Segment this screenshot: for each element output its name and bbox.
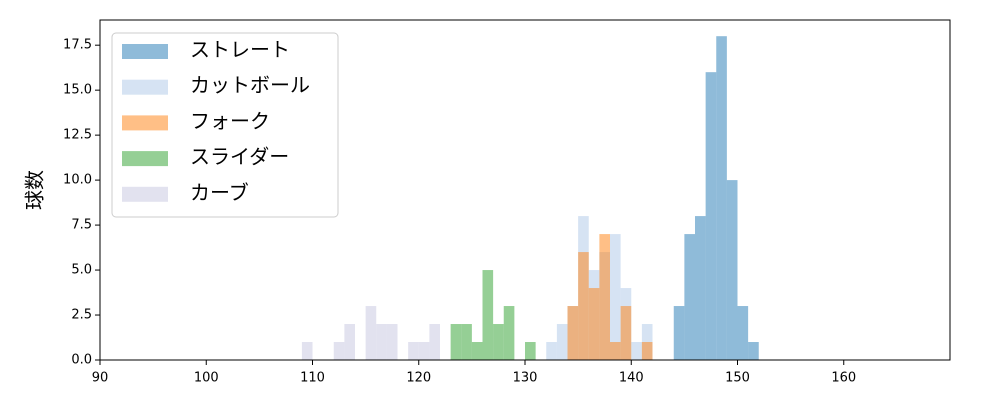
bar <box>408 342 419 360</box>
bar <box>461 324 472 360</box>
bar <box>588 288 600 360</box>
bar <box>684 234 695 360</box>
bar <box>365 306 377 360</box>
legend-label: フォーク <box>190 109 270 133</box>
bar <box>503 306 515 360</box>
bar <box>620 306 632 360</box>
bar <box>556 324 568 360</box>
bar <box>450 324 462 360</box>
legend-label: スライダー <box>190 145 289 169</box>
bar <box>386 324 398 360</box>
legend-label: カットボール <box>190 73 310 97</box>
bar <box>429 324 440 360</box>
legend-box <box>111 32 339 218</box>
x-tick-label: 150 <box>725 371 750 386</box>
x-tick-label: 90 <box>92 371 109 386</box>
y-tick-label: 10.0 <box>63 173 92 188</box>
y-tick-label: 17.5 <box>63 38 92 53</box>
legend-swatch <box>122 44 168 59</box>
legend-label: カーブ <box>190 180 249 204</box>
bar <box>641 342 653 360</box>
bar <box>610 342 621 360</box>
bar <box>610 234 621 360</box>
bar <box>578 252 589 360</box>
bar <box>344 324 355 360</box>
legend-swatch <box>122 115 168 131</box>
x-tick-label: 120 <box>406 371 431 386</box>
legend-label: ストレート <box>190 38 290 62</box>
bar <box>737 306 749 360</box>
bar <box>673 306 685 360</box>
bar <box>716 36 727 360</box>
bar <box>726 180 738 360</box>
legend-swatch <box>122 79 168 95</box>
y-tick-label: 15.0 <box>63 83 92 98</box>
bar <box>301 342 313 360</box>
bar <box>333 342 345 360</box>
y-tick-label: 7.5 <box>71 218 92 233</box>
y-tick-label: 12.5 <box>63 128 92 143</box>
bar <box>567 306 579 360</box>
legend-swatch <box>122 186 168 202</box>
bar <box>631 342 642 360</box>
x-tick-label: 160 <box>831 371 856 386</box>
plot-frame <box>99 19 951 361</box>
bar <box>482 270 494 360</box>
y-tick-label: 2.5 <box>71 308 92 323</box>
bar <box>376 324 387 360</box>
bar <box>705 72 717 360</box>
bar <box>546 342 557 360</box>
x-tick-label: 110 <box>300 371 325 386</box>
bar <box>599 234 610 360</box>
bar <box>493 324 504 360</box>
y-tick-label: 5.0 <box>71 263 92 278</box>
bar <box>695 216 706 360</box>
y-axis-label: 球数 <box>23 170 47 210</box>
legend-swatch <box>122 151 168 167</box>
bar <box>525 342 536 360</box>
bar <box>418 342 430 360</box>
y-tick-label: 0.0 <box>71 353 92 368</box>
bar <box>748 342 759 360</box>
bar <box>471 342 483 360</box>
x-tick-label: 140 <box>619 371 644 386</box>
x-tick-label: 130 <box>513 371 538 386</box>
x-tick-label: 100 <box>194 371 219 386</box>
